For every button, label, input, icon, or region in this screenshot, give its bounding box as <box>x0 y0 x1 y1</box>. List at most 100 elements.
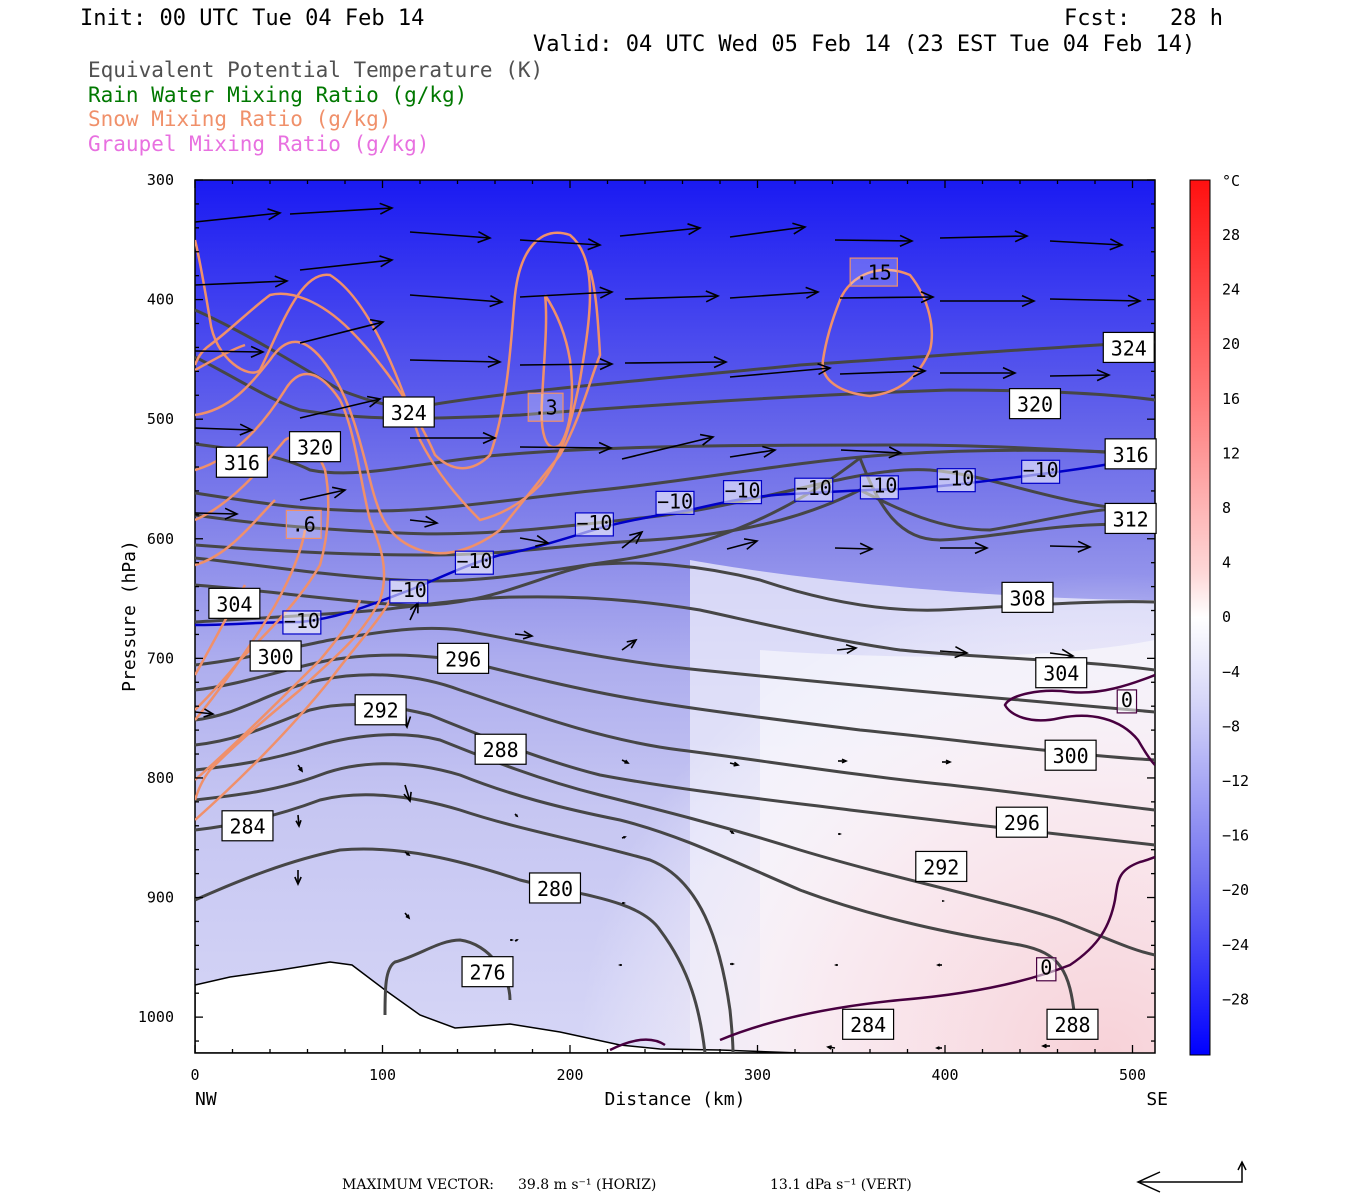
colorbar-unit: °C <box>1222 172 1240 190</box>
theta-e-label: 296 <box>437 642 490 674</box>
wind-arrow <box>939 235 1028 239</box>
theta-e-label-box <box>1046 1008 1099 1040</box>
wind-arrow-head <box>888 446 903 459</box>
wind-arrow <box>619 227 701 237</box>
wind-arrow <box>519 446 612 449</box>
isotherm-label: −10 <box>1021 458 1061 484</box>
wind-arrow <box>194 350 264 353</box>
wind-arrow-head <box>298 766 304 773</box>
wind-arrow-head <box>1127 294 1142 307</box>
theta-e-label: 284 <box>221 810 274 842</box>
wind-arrow-head <box>1014 230 1029 243</box>
wind-arrow <box>834 239 913 242</box>
theta-e-label-box <box>382 396 435 428</box>
theta-e-label: 324 <box>1102 331 1155 364</box>
legend-snow: Snow Mixing Ratio (g/kg) <box>88 107 392 131</box>
theta-e-label-box <box>461 956 514 988</box>
wind-arrow-head <box>482 431 497 445</box>
colorbar-label: −16 <box>1222 827 1249 845</box>
theta-e-label-text: 320 <box>1017 393 1053 417</box>
snow-label-box <box>285 509 322 540</box>
wind-arrow <box>194 427 253 431</box>
max-vector-label: MAXIMUM VECTOR: <box>342 1177 494 1193</box>
wind-arrow-head <box>1002 366 1017 380</box>
x-tick-label: 300 <box>744 1066 771 1084</box>
y-axis-label: Pressure (hPa) <box>119 540 140 692</box>
isotherm-label: 0 <box>1035 956 1057 982</box>
wind-arrow-head <box>622 901 626 905</box>
legend-theta-e: Equivalent Potential Temperature (K) <box>88 58 544 82</box>
colorbar-label: 24 <box>1222 281 1240 299</box>
isotherm-label-box <box>794 477 834 502</box>
init-time: Init: 00 UTC Tue 04 Feb 14 <box>80 6 425 31</box>
theta-e-label-text: 304 <box>216 592 252 616</box>
snow-labels: .15 .3 .6 <box>285 257 898 540</box>
theta-e-label: 316 <box>215 446 268 478</box>
isotherm-label-box <box>655 490 695 515</box>
wind-arrow-head <box>935 1046 940 1050</box>
isotherm-label: −10 <box>655 489 695 515</box>
colorbar-label: −8 <box>1222 717 1240 735</box>
theta-e-label-text: 324 <box>1111 336 1147 360</box>
wind-arrow-head <box>366 395 382 408</box>
wind-arrow <box>194 280 288 286</box>
theta-e-label-box <box>1035 657 1088 689</box>
theta-e-label-box <box>1008 388 1062 420</box>
wind-arrow-head <box>954 646 969 659</box>
terrain <box>195 961 801 1053</box>
valid-time: Valid: 04 UTC Wed 05 Feb 14 (23 EST Tue … <box>533 32 1196 57</box>
wind-arrow-head <box>899 234 914 247</box>
theta-e-label-box <box>249 640 302 672</box>
isotherm-label-text: −10 <box>861 474 897 498</box>
theta-e-label-box <box>1104 502 1157 535</box>
theta-e-label-text: 324 <box>391 401 427 425</box>
wind-arrow-head <box>713 355 728 369</box>
isotherm-label-box <box>1035 957 1057 982</box>
x-tick-label: 0 <box>190 1066 199 1084</box>
wind-arrow <box>194 512 238 515</box>
theta-e-label-box <box>1044 739 1097 771</box>
wind-arrow <box>519 363 613 366</box>
colorbar-label: 16 <box>1222 390 1240 408</box>
theta-e-label: 324 <box>382 396 435 428</box>
isotherm-label: −10 <box>574 511 614 537</box>
theta-e-label-box <box>1102 331 1155 364</box>
isotherm-label-text: −10 <box>796 476 832 500</box>
y-tick-label: 900 <box>147 889 174 907</box>
wind-arrow-head <box>743 538 759 550</box>
wind-arrow-head <box>834 963 838 967</box>
wind-arrow-head <box>250 345 265 358</box>
wind-arrow-head <box>587 238 602 251</box>
wind-arrow-head <box>295 820 302 828</box>
wind-arrow-head <box>224 507 239 520</box>
wind-arrow-head <box>203 708 215 718</box>
wind-arrow-head <box>406 852 411 857</box>
snow-label: .15 <box>849 257 898 287</box>
wind-arrow <box>409 359 501 363</box>
se-label: SE <box>1146 1089 1168 1110</box>
isotherm-label-text: −10 <box>657 489 693 513</box>
y-tick-label: 600 <box>147 530 174 548</box>
wind-arrow <box>519 291 613 298</box>
wind-arrow-head <box>841 758 848 764</box>
wind-arrow-head <box>274 275 289 288</box>
x-tick-label: 100 <box>369 1066 396 1084</box>
wind-arrow <box>624 295 719 300</box>
theta-e-label-box <box>915 850 968 883</box>
theta-e-label-box <box>528 872 582 904</box>
theta-e-label-text: 320 <box>297 436 333 460</box>
theta-e-label: 320 <box>1008 388 1062 420</box>
wind-arrow <box>1049 652 1074 657</box>
wind-arrow-head <box>1041 1043 1047 1049</box>
isotherm-label-box <box>282 610 322 635</box>
wind-arrow-head <box>599 286 614 299</box>
theta-e-label-box <box>221 810 274 842</box>
theta-e-label-box <box>842 1008 895 1040</box>
x-tick-label: 200 <box>556 1066 583 1084</box>
theta-e-label-text: 300 <box>258 645 294 669</box>
isotherm-label-box <box>1116 689 1138 714</box>
wind-arrow-head <box>624 759 630 764</box>
wind-arrow <box>840 449 902 454</box>
wind-arrow <box>726 540 758 550</box>
